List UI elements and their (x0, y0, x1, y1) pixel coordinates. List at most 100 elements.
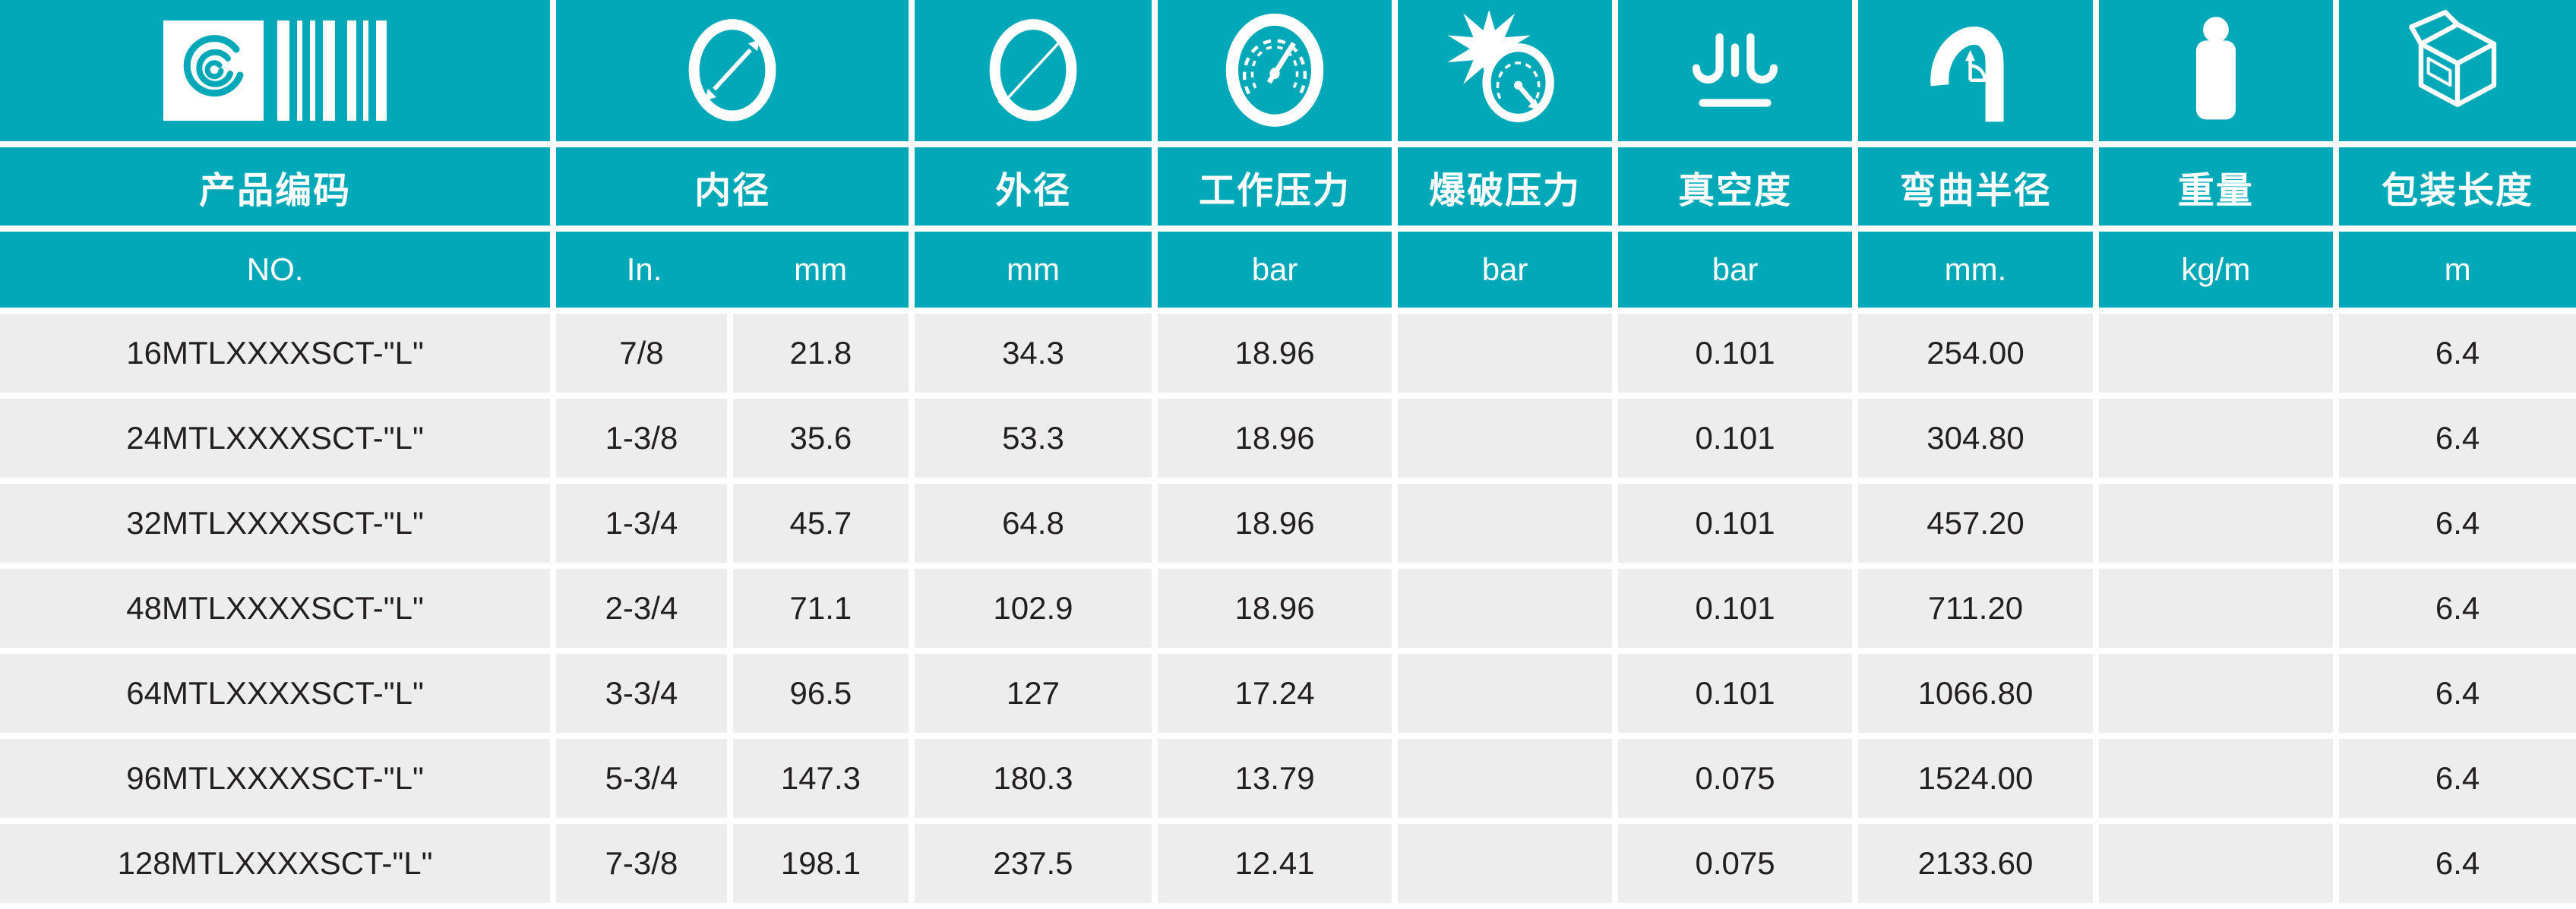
bend-radius-cell: 711.20 (1858, 569, 2093, 648)
weight-cell (2098, 739, 2334, 818)
weight-icon (2099, 14, 2333, 128)
unit-row: NO. In. mm mm bar bar bar mm. kg/m m (0, 232, 2576, 308)
product-code-cell: 32MTLXXXXSCT-"L" (0, 484, 551, 563)
table-row: 128MTLXXXXSCT-"L" 7-3/8 198.1 237.5 12.4… (0, 824, 2576, 903)
outer-diameter-cell: 180.3 (915, 739, 1152, 818)
burst-pressure-cell (1398, 569, 1612, 648)
working-pressure-cell: 18.96 (1157, 484, 1392, 563)
outer-diameter-cell: 127 (915, 654, 1152, 733)
inner-diameter-mm-cell: 71.1 (732, 569, 909, 648)
package-length-cell: 6.4 (2339, 739, 2576, 818)
weight-cell (2098, 569, 2334, 648)
product-code-cell: 48MTLXXXXSCT-"L" (0, 569, 551, 648)
unit-package-length: m (2339, 232, 2576, 308)
package-length-cell: 6.4 (2339, 484, 2576, 563)
table-row: 16MTLXXXXSCT-"L" 7/8 21.8 34.3 18.96 0.1… (0, 314, 2576, 393)
col-title-product: 产品编码 (0, 147, 551, 226)
working-pressure-gauge-icon (1158, 11, 1392, 131)
burst-pressure-icon-cell (1398, 0, 1612, 141)
bend-radius-cell: 254.00 (1858, 314, 2093, 393)
weight-cell (2098, 484, 2334, 563)
vacuum-cell: 0.101 (1617, 484, 1853, 563)
product-code-cell: 24MTLXXXXSCT-"L" (0, 399, 551, 478)
bend-radius-cell: 2133.60 (1858, 824, 2093, 903)
weight-cell (2098, 314, 2334, 393)
outer-diameter-cell: 64.8 (915, 484, 1152, 563)
unit-bend-radius: mm. (1858, 232, 2093, 308)
table-row: 24MTLXXXXSCT-"L" 1-3/8 35.6 53.3 18.96 0… (0, 399, 2576, 478)
vacuum-cell: 0.075 (1617, 739, 1853, 818)
col-title-working-pressure: 工作压力 (1157, 147, 1392, 226)
working-pressure-cell: 12.41 (1157, 824, 1392, 903)
working-pressure-cell: 18.96 (1157, 399, 1392, 478)
inner-diameter-in-cell: 5-3/4 (556, 739, 727, 818)
icon-row (0, 0, 2576, 141)
table-row: 32MTLXXXXSCT-"L" 1-3/4 45.7 64.8 18.96 0… (0, 484, 2576, 563)
col-title-burst-pressure: 爆破压力 (1398, 147, 1612, 226)
vacuum-cell: 0.101 (1617, 399, 1853, 478)
bend-radius-cell: 304.80 (1858, 399, 2093, 478)
col-title-bend-radius: 弯曲半径 (1858, 147, 2093, 226)
burst-pressure-cell (1398, 314, 1612, 393)
product-code-cell: 16MTLXXXXSCT-"L" (0, 314, 551, 393)
working-pressure-cell: 18.96 (1157, 314, 1392, 393)
inner-diameter-in-cell: 3-3/4 (556, 654, 727, 733)
inner-diameter-mm-cell: 45.7 (732, 484, 909, 563)
bend-radius-cell: 1066.80 (1858, 654, 2093, 733)
package-length-cell: 6.4 (2339, 314, 2576, 393)
outer-diameter-cell: 102.9 (915, 569, 1152, 648)
working-pressure-cell: 18.96 (1157, 569, 1392, 648)
vacuum-icon-cell (1617, 0, 1853, 141)
inner-diameter-mm-cell: 198.1 (732, 824, 909, 903)
weight-cell (2098, 399, 2334, 478)
inner-diameter-in-cell: 7-3/8 (556, 824, 727, 903)
unit-vacuum: bar (1617, 232, 1853, 308)
unit-working-pressure: bar (1157, 232, 1392, 308)
package-length-cell: 6.4 (2339, 569, 2576, 648)
inner-diameter-mm-cell: 35.6 (732, 399, 909, 478)
weight-icon-cell (2098, 0, 2334, 141)
logo-barcode-icon (0, 21, 550, 121)
product-code-cell: 128MTLXXXXSCT-"L" (0, 824, 551, 903)
burst-pressure-cell (1398, 399, 1612, 478)
unit-product-no: NO. (0, 232, 551, 308)
unit-inner-in: In. (626, 251, 662, 287)
package-length-cell: 6.4 (2339, 824, 2576, 903)
unit-weight: kg/m (2098, 232, 2334, 308)
inner-diameter-mm-cell: 21.8 (732, 314, 909, 393)
table-row: 64MTLXXXXSCT-"L" 3-3/4 96.5 127 17.24 0.… (0, 654, 2576, 733)
package-length-cell: 6.4 (2339, 399, 2576, 478)
weight-cell (2098, 824, 2334, 903)
working-pressure-cell: 17.24 (1157, 654, 1392, 733)
product-code-cell: 96MTLXXXXSCT-"L" (0, 739, 551, 818)
burst-pressure-cell (1398, 654, 1612, 733)
vacuum-cell: 0.101 (1617, 314, 1853, 393)
inner-diameter-in-cell: 1-3/8 (556, 399, 727, 478)
col-title-outer-diameter: 外径 (915, 147, 1152, 226)
unit-inner-diameter: In. mm (556, 232, 909, 308)
burst-pressure-icon (1398, 10, 1612, 131)
inner-diameter-mm-cell: 96.5 (732, 654, 909, 733)
product-code-cell: 64MTLXXXXSCT-"L" (0, 654, 551, 733)
inner-diameter-in-cell: 1-3/4 (556, 484, 727, 563)
bend-radius-cell: 457.20 (1858, 484, 2093, 563)
unit-outer-diameter: mm (915, 232, 1152, 308)
inner-diameter-in-cell: 2-3/4 (556, 569, 727, 648)
working-pressure-cell: 13.79 (1157, 739, 1392, 818)
bend-radius-icon (1858, 10, 2092, 131)
outer-diameter-cell: 53.3 (915, 399, 1152, 478)
outer-diameter-icon (915, 14, 1152, 128)
table-row: 48MTLXXXXSCT-"L" 2-3/4 71.1 102.9 18.96 … (0, 569, 2576, 648)
burst-pressure-cell (1398, 484, 1612, 563)
burst-pressure-cell (1398, 824, 1612, 903)
bend-radius-icon-cell (1858, 0, 2093, 141)
weight-cell (2098, 654, 2334, 733)
vacuum-cell: 0.101 (1617, 569, 1853, 648)
package-length-icon-cell (2339, 0, 2576, 141)
table-row: 96MTLXXXXSCT-"L" 5-3/4 147.3 180.3 13.79… (0, 739, 2576, 818)
unit-burst-pressure: bar (1398, 232, 1612, 308)
unit-inner-mm: mm (794, 251, 848, 287)
package-box-icon (2339, 10, 2576, 131)
outer-diameter-icon-cell (915, 0, 1152, 141)
inner-diameter-icon-cell (556, 0, 909, 141)
